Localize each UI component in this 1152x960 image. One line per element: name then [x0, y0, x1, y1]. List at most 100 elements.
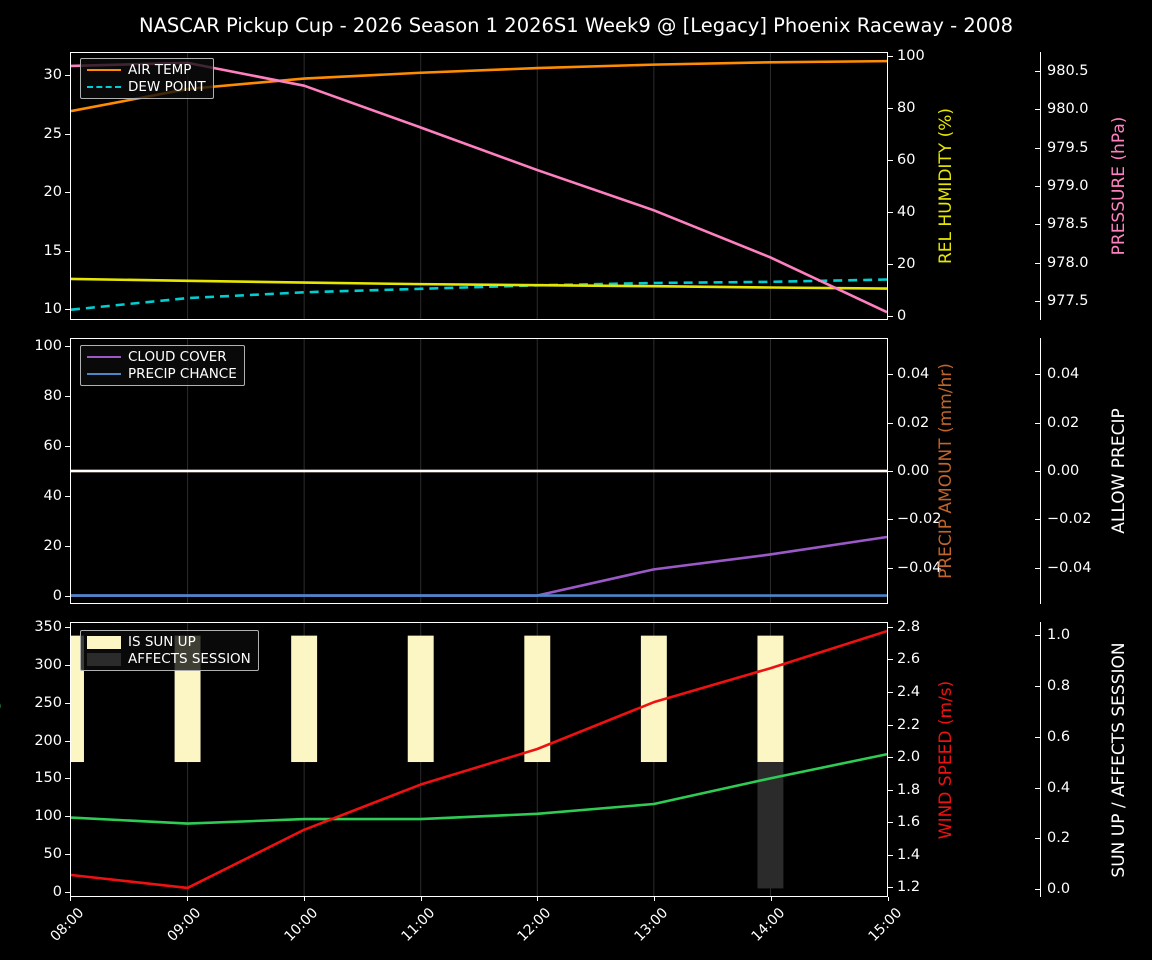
y-tickmark	[1035, 109, 1040, 111]
legend-wind-sun[interactable]: IS SUN UP AFFECTS SESSION	[80, 630, 259, 671]
y-tick-label: 40	[897, 204, 916, 221]
y-tick-label: 0	[897, 308, 907, 325]
y-tickmark	[1035, 634, 1040, 636]
axis-title-right: REL HUMIDITY (%)	[936, 107, 956, 265]
y-tick-label: 977.5	[1047, 292, 1089, 309]
x-tickmark	[186, 897, 188, 901]
y-tick-label: 978.5	[1047, 216, 1089, 233]
bar-is-sun-up	[524, 635, 551, 763]
y-tick-label: 2.8	[897, 618, 921, 635]
y-tick-label: 40	[43, 488, 62, 505]
y-tickmark	[888, 471, 893, 472]
y-tickmark	[65, 546, 70, 548]
legend-line-icon	[87, 86, 121, 88]
axis-title-far-right: ALLOW PRECIP	[1109, 408, 1129, 534]
y-tickmark	[65, 816, 70, 818]
x-tickmark	[654, 897, 656, 901]
series-wind-speed	[71, 629, 887, 890]
y-tickmark	[65, 445, 70, 447]
y-tickmark	[65, 309, 70, 311]
legend-cloud-precip[interactable]: CLOUD COVER PRECIP CHANCE	[80, 345, 245, 386]
y-tickmark	[1035, 224, 1040, 226]
bar-is-sun-up	[757, 635, 784, 763]
y-tick-label: 150	[34, 770, 62, 787]
x-tick-label: 12:00	[514, 905, 555, 945]
y-tick-label: 0.04	[897, 366, 930, 383]
y-tickmark	[65, 395, 70, 397]
y-tick-label: 980.5	[1047, 63, 1089, 80]
y-tickmark	[888, 159, 893, 161]
y-tickmark	[888, 422, 893, 424]
y-tick-label: 0	[52, 588, 62, 605]
y-tick-label: 2.2	[897, 716, 921, 733]
y-tickmark	[1035, 300, 1040, 302]
y-tickmark	[65, 192, 70, 194]
legend-label: AIR TEMP	[128, 61, 192, 78]
y-tick-label: 2.0	[897, 749, 921, 766]
legend-temperature[interactable]: AIR TEMP DEW POINT	[80, 58, 214, 99]
y-tick-label: 1.2	[897, 879, 921, 896]
axis-title-left: TEMP (C)	[0, 147, 2, 225]
y-tick-label: 300	[34, 656, 62, 673]
y-tick-label: 0.02	[1047, 414, 1080, 431]
series-cloud-cover	[71, 535, 887, 597]
y-tickmark	[888, 264, 893, 266]
x-tickmark	[303, 897, 305, 901]
legend-line-icon	[87, 356, 121, 358]
y-tick-label: 250	[34, 694, 62, 711]
y-tick-label: 200	[34, 732, 62, 749]
axis-title-right: PRECIP AMOUNT (mm/hr)	[936, 363, 956, 579]
y-tickmark	[65, 250, 70, 252]
y-tick-label: 1.8	[897, 781, 921, 798]
legend-item-0: IS SUN UP	[87, 635, 251, 649]
x-tick-label: 09:00	[164, 905, 205, 945]
axis-title-far-right: PRESSURE (hPa)	[1109, 116, 1129, 256]
y-tickmark	[65, 778, 70, 780]
axis-title-left: WIND DIR (deg)	[0, 692, 2, 827]
y-tickmark	[888, 374, 893, 376]
x-tick-label: 08:00	[47, 905, 88, 945]
y-tick-label: 100	[897, 47, 925, 64]
y-tick-label: 980.0	[1047, 101, 1089, 118]
y-tick-label: 979.0	[1047, 178, 1089, 194]
legend-item-1: PRECIP CHANCE	[87, 367, 237, 381]
x-tickmark	[771, 897, 773, 901]
y-tick-label: 0.2	[1047, 830, 1071, 847]
x-tickmark	[420, 897, 422, 901]
legend-label: IS SUN UP	[128, 633, 196, 650]
y-tickmark	[888, 519, 893, 521]
y-tickmark	[65, 626, 70, 628]
y-tick-label: −0.02	[1047, 511, 1092, 528]
y-tick-label: 979.5	[1047, 139, 1089, 156]
y-tick-label: 25	[43, 125, 62, 142]
y-tickmark	[888, 626, 893, 628]
y-tickmark	[888, 316, 893, 318]
legend-swatch-icon	[87, 652, 121, 666]
series-pressure	[71, 61, 887, 314]
y-tick-label: 20	[43, 538, 62, 555]
legend-swatch-icon	[87, 635, 121, 649]
y-tickmark	[888, 854, 893, 856]
x-tickmark	[888, 897, 889, 901]
y-tickmark	[1035, 147, 1040, 149]
x-tick-label: 15:00	[865, 905, 906, 945]
x-tick-label: 13:00	[631, 905, 672, 945]
bar-is-sun-up	[291, 635, 318, 763]
y-tick-label: 2.6	[897, 651, 921, 668]
y-tick-label: −0.04	[1047, 559, 1092, 576]
y-tickmark	[1035, 422, 1040, 424]
legend-item-0: AIR TEMP	[87, 63, 206, 77]
axis-title-left: PERCENTAGE (%)	[0, 397, 2, 545]
page-title: NASCAR Pickup Cup - 2026 Season 1 2026S1…	[139, 14, 1013, 37]
y-tickmark	[1035, 262, 1040, 264]
y-tickmark	[888, 691, 893, 693]
y-tickmark	[888, 724, 893, 726]
y-tickmark	[65, 345, 70, 347]
bar-is-sun-up	[407, 635, 434, 763]
y-tick-label: 0	[52, 884, 62, 901]
y-tickmark	[888, 822, 893, 824]
y-tickmark	[65, 702, 70, 704]
panel-cloud-precip-plot-area	[71, 339, 887, 603]
y-tickmark	[1035, 186, 1040, 187]
